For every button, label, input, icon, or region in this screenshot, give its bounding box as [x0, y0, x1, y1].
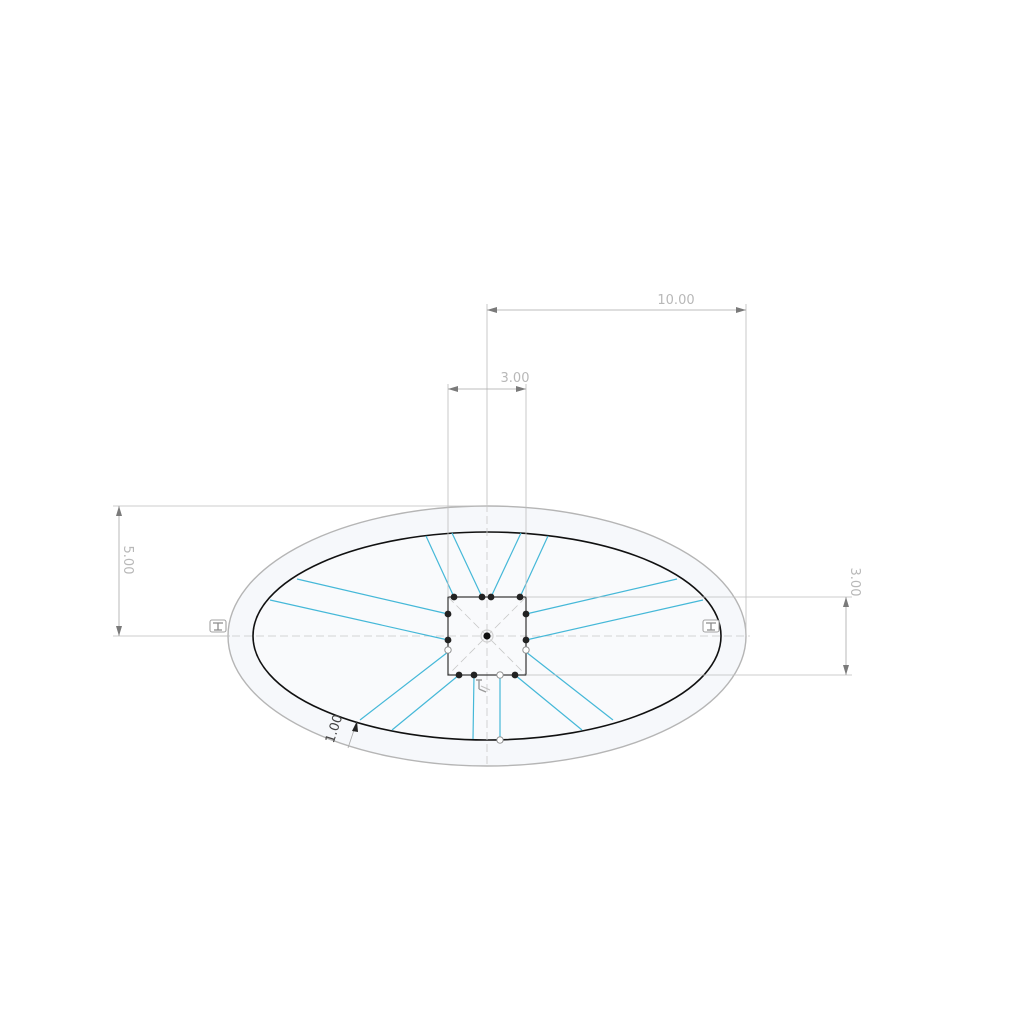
- tangent-constraint-icon[interactable]: [702, 619, 720, 633]
- dimension-label: 10.00: [657, 293, 694, 308]
- spoke[interactable]: [425, 535, 455, 598]
- sketch-point[interactable]: [522, 610, 530, 618]
- origin-point[interactable]: [480, 629, 494, 643]
- dimension-overall-width[interactable]: 10.00: [486, 293, 747, 636]
- spoke[interactable]: [269, 599, 449, 641]
- tangent-constraint-icon[interactable]: [209, 619, 227, 633]
- origin-point[interactable]: [483, 632, 491, 640]
- fix-constraint-icon[interactable]: [476, 679, 491, 693]
- dimension-label: 3.00: [847, 568, 862, 597]
- sketch-point[interactable]: [516, 593, 524, 601]
- sketch-point[interactable]: [478, 593, 486, 601]
- spoke[interactable]: [514, 674, 583, 731]
- sketch-point[interactable]: [444, 636, 452, 644]
- spoke[interactable]: [472, 674, 475, 740]
- dimension-half-height[interactable]: 5.00: [113, 505, 487, 637]
- sketch-point-open[interactable]: [496, 671, 504, 679]
- hub-square[interactable]: [447, 596, 527, 676]
- dimension-hub-width[interactable]: 3.00: [447, 371, 530, 597]
- dimension-hub-height[interactable]: 3.00: [526, 568, 862, 676]
- spoke[interactable]: [525, 599, 704, 641]
- sketch-point[interactable]: [522, 636, 530, 644]
- spoke[interactable]: [490, 532, 522, 598]
- spokes: [269, 532, 704, 740]
- spoke[interactable]: [391, 674, 460, 731]
- sketch-points: [444, 593, 530, 744]
- sketch-point-open[interactable]: [444, 646, 452, 654]
- dimension-label: 5.00: [120, 546, 135, 575]
- sketch-point[interactable]: [455, 671, 463, 679]
- spoke[interactable]: [451, 532, 483, 598]
- sketch-point[interactable]: [444, 610, 452, 618]
- sketch-point[interactable]: [511, 671, 519, 679]
- dimension-label: 3.00: [501, 371, 530, 386]
- sketch-point[interactable]: [470, 671, 478, 679]
- sketch-point-open[interactable]: [522, 646, 530, 654]
- sketch-point-open[interactable]: [496, 736, 504, 744]
- sketch-point[interactable]: [487, 593, 495, 601]
- spoke[interactable]: [359, 651, 449, 721]
- sketch-point[interactable]: [450, 593, 458, 601]
- spoke[interactable]: [525, 651, 614, 721]
- spoke[interactable]: [525, 578, 678, 615]
- spoke[interactable]: [296, 578, 449, 615]
- spoke[interactable]: [519, 535, 549, 598]
